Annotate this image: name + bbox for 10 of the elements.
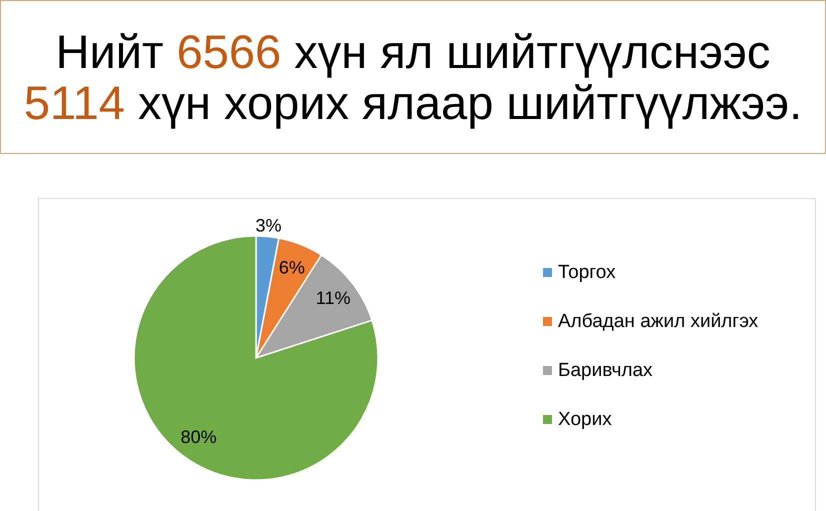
legend-label: Албадан ажил хийлгэх [558,311,759,332]
data-label: 80% [180,426,217,447]
data-label: 11% [316,288,350,308]
pie-slice [133,235,379,481]
chart-title: Нийт 6566 хүн ял шийтгүүлснээс 5114 хүн хорих ялаар шийтгүүлжээ. [24,24,802,129]
data-label: 3% [256,216,282,236]
legend-label: Баривчлах [558,360,654,381]
legend-label: Торгох [558,262,616,283]
legend-label: Хорих [558,409,612,430]
data-label: 6% [278,257,305,278]
